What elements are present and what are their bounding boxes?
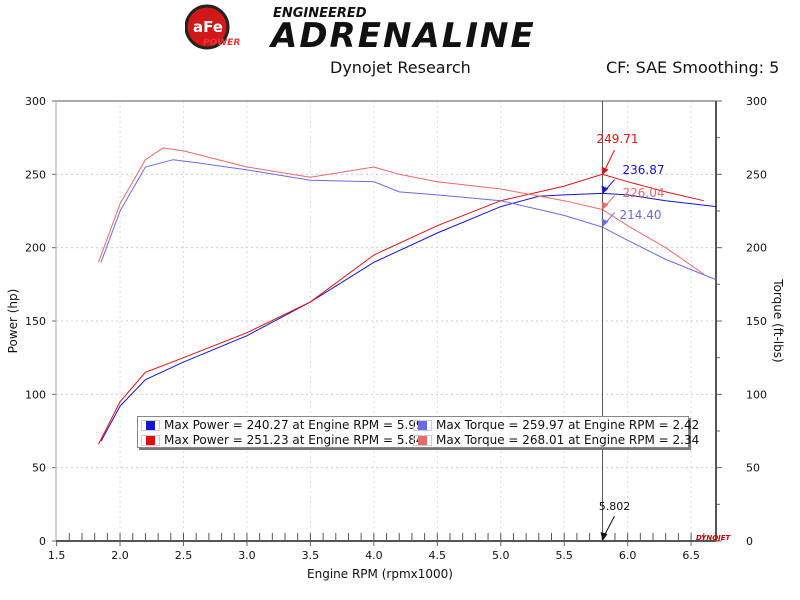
y-tick-label: 100	[25, 388, 46, 401]
cursor-value-arrowhead	[601, 218, 609, 227]
y2-tick-label: 150	[746, 315, 767, 328]
y-axis-label: Power (hp)	[6, 289, 20, 354]
cursor-arrowhead	[600, 532, 608, 541]
x-tick-label: 6.5	[682, 549, 700, 562]
y-tick-label: 50	[32, 462, 46, 475]
cursor-value-arrowhead	[601, 166, 609, 175]
legend-swatch	[141, 419, 160, 431]
cursor-value-arrowhead	[601, 201, 609, 210]
legend-label: Max Power = 240.27 at Engine RPM = 5.99	[164, 418, 424, 432]
x-tick-label: 4.5	[429, 549, 447, 562]
x-tick-label: 6.0	[619, 549, 637, 562]
legend-item: Max Power = 251.23 at Engine RPM = 5.84	[141, 433, 424, 447]
y2-axis-label: Torque (ft-lbs)	[771, 278, 785, 362]
x-axis-label: Engine RPM (rpmx1000)	[307, 567, 453, 581]
x-tick-label: 4.0	[365, 549, 383, 562]
x-tick-label: 2.0	[111, 549, 129, 562]
x-tick-label: 3.0	[238, 549, 256, 562]
svg-text:ADRENALINE: ADRENALINE	[268, 16, 536, 51]
svg-text:POWER: POWER	[203, 38, 240, 48]
legend-item: Max Torque = 268.01 at Engine RPM = 2.34	[413, 433, 699, 447]
legend-item: Max Torque = 259.97 at Engine RPM = 2.42	[413, 418, 699, 432]
svg-text:aFe: aFe	[193, 18, 223, 36]
y-tick-label: 150	[25, 315, 46, 328]
legend-item: Max Power = 240.27 at Engine RPM = 5.99	[141, 418, 424, 432]
dynojet-watermark: DYNOJET	[696, 534, 732, 542]
y2-tick-label: 100	[746, 388, 767, 401]
legend-label: Max Power = 251.23 at Engine RPM = 5.84	[164, 433, 424, 447]
cursor-value-label: 226.04	[623, 186, 665, 200]
x-tick-label: 3.5	[302, 549, 320, 562]
y-tick-label: 200	[25, 242, 46, 255]
legend-swatch	[141, 434, 160, 446]
cursor-value-label: 214.40	[620, 208, 662, 222]
y2-tick-label: 250	[746, 168, 767, 181]
y2-tick-label: 300	[746, 95, 767, 108]
x-tick-label: 2.5	[175, 549, 193, 562]
y2-tick-label: 200	[746, 242, 767, 255]
header-title: Dynojet Research	[330, 58, 471, 77]
cursor-value-label: 236.87	[623, 163, 665, 177]
legend-swatch	[413, 419, 432, 431]
cursor-label: 5.802	[599, 500, 631, 513]
legend-label: Max Torque = 259.97 at Engine RPM = 2.42	[436, 418, 700, 432]
legend-label: Max Torque = 268.01 at Engine RPM = 2.34	[436, 433, 700, 447]
series-line-power_run2	[98, 173, 704, 445]
series-line-torque_run2	[98, 147, 705, 275]
legend: Max Power = 240.27 at Engine RPM = 5.99 …	[137, 416, 699, 448]
x-tick-label: 5.5	[555, 549, 573, 562]
y-tick-label: 300	[25, 95, 46, 108]
series-line-torque_run1	[100, 159, 717, 281]
cursor-value-label: 249.71	[597, 132, 639, 146]
y2-tick-label: 50	[746, 462, 760, 475]
x-tick-label: 1.5	[48, 549, 66, 562]
y2-tick-label: 0	[746, 535, 753, 548]
y-tick-label: 0	[39, 535, 46, 548]
afe-adrenaline-logo: aFe POWER ENGINEERED ADRENALINE	[185, 4, 536, 51]
svg-text:ENGINEERED: ENGINEERED	[273, 6, 367, 21]
y-tick-label: 250	[25, 168, 46, 181]
header-correction: CF: SAE Smoothing: 5	[606, 58, 780, 77]
x-tick-label: 5.0	[492, 549, 510, 562]
legend-swatch	[413, 434, 432, 446]
series-line-power_run1	[100, 192, 717, 442]
cursor-value-arrowhead	[601, 185, 609, 194]
